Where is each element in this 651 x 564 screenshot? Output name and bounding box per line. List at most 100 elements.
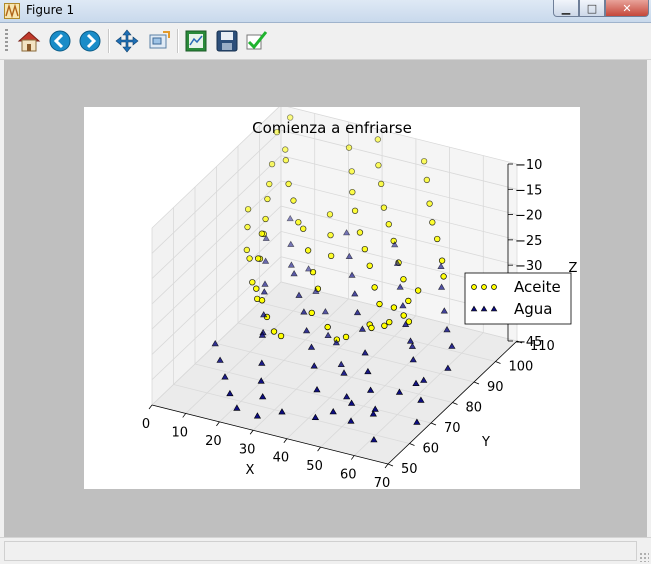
z-axis-label: Z xyxy=(569,261,578,276)
z-tick-label: −30 xyxy=(515,259,542,274)
y-tick-label: 80 xyxy=(466,401,483,416)
aceite-point xyxy=(258,230,265,237)
aceite-point xyxy=(244,223,251,231)
aceite-point xyxy=(438,257,446,264)
agua-point xyxy=(337,360,345,368)
agua-point xyxy=(261,280,269,287)
minimize-button[interactable]: ▁ xyxy=(553,0,579,17)
aceite-point xyxy=(244,206,252,213)
aceite-point xyxy=(266,180,273,188)
x-tick xyxy=(384,463,389,469)
aceite-point xyxy=(273,128,281,136)
close-button[interactable]: ✕ xyxy=(605,0,649,17)
back-button[interactable] xyxy=(47,28,73,54)
agua-point xyxy=(287,261,295,268)
agua-point xyxy=(448,342,456,349)
legend: Aceite Agua xyxy=(464,272,572,325)
y-tick xyxy=(387,463,394,467)
agua-point xyxy=(437,262,445,269)
aceite-point xyxy=(440,273,447,280)
agua-point xyxy=(345,252,353,259)
agua-point xyxy=(351,290,359,297)
aceite-point xyxy=(423,176,431,184)
pan-button[interactable] xyxy=(114,28,140,54)
x-tick xyxy=(182,413,187,418)
aceite-point xyxy=(386,318,393,326)
z-tick-label: −25 xyxy=(515,234,542,249)
x-tick-label: 10 xyxy=(171,425,188,440)
agua-point xyxy=(233,404,241,411)
aceite-point xyxy=(361,245,368,253)
aceite-point xyxy=(378,180,385,188)
x-tick-label: 60 xyxy=(340,468,357,483)
aceite-point xyxy=(351,207,359,214)
subplots-button[interactable] xyxy=(183,28,209,54)
legend-label: Agua xyxy=(514,300,552,318)
aceite-point xyxy=(405,297,412,305)
aceite-point xyxy=(287,114,294,121)
subplots-icon xyxy=(185,30,207,52)
agua-point xyxy=(261,257,270,264)
toolbar-grip[interactable] xyxy=(5,29,8,53)
aceite-point xyxy=(282,146,289,153)
toolbar-separator xyxy=(108,29,110,53)
z-tick-label: −20 xyxy=(515,209,542,224)
aceite-point xyxy=(308,309,315,317)
agua-point xyxy=(221,373,229,380)
legend-marker xyxy=(491,284,497,290)
aceite-point xyxy=(282,157,289,164)
z-gridline xyxy=(151,205,518,330)
aceite-point xyxy=(374,136,381,143)
agua-point xyxy=(257,377,265,384)
maximize-button[interactable]: □ xyxy=(579,0,605,17)
x-tick-label: 20 xyxy=(205,434,222,449)
y-tick xyxy=(516,340,523,344)
x-axis-label: X xyxy=(246,463,255,478)
edit-axes-button[interactable] xyxy=(244,28,270,54)
forward-button[interactable] xyxy=(77,28,103,54)
aceite-point xyxy=(426,200,433,207)
agua-point xyxy=(340,369,348,376)
x-tick xyxy=(283,438,288,443)
aceite-point xyxy=(420,158,428,165)
home-button[interactable] xyxy=(16,28,42,54)
z-gridline xyxy=(151,230,518,355)
aceite-point xyxy=(327,252,335,259)
app-icon xyxy=(4,3,20,19)
chart-figure[interactable]: 0102030405060705060708090100110−45−40−35… xyxy=(84,107,580,489)
back-icon xyxy=(49,30,71,52)
aceite-point xyxy=(415,287,422,294)
agua-point xyxy=(332,339,340,346)
legend-marker xyxy=(470,305,478,312)
aceite-point xyxy=(376,300,383,308)
agua-point xyxy=(226,389,234,397)
x-tick xyxy=(317,446,321,452)
aceite-point xyxy=(270,328,278,335)
y-tick xyxy=(473,381,480,385)
resize-grip[interactable] xyxy=(639,552,649,562)
agua-point xyxy=(440,307,448,314)
agua-point xyxy=(343,393,351,400)
aceite-point xyxy=(390,304,398,311)
x-tick-label: 30 xyxy=(239,442,256,457)
agua-point xyxy=(300,308,308,315)
aceite-point xyxy=(380,204,388,211)
save-button[interactable] xyxy=(214,28,240,54)
agua-point xyxy=(312,287,320,294)
agua-point xyxy=(366,386,375,393)
agua-point xyxy=(358,325,367,332)
close-icon: ✕ xyxy=(622,1,632,15)
minimize-icon: ▁ xyxy=(561,1,571,15)
aceite-point xyxy=(300,225,307,232)
pan-icon xyxy=(115,29,139,53)
z-gridline xyxy=(151,129,518,254)
x-tick xyxy=(350,455,355,460)
y-tick-label: 50 xyxy=(401,462,418,477)
y-tick xyxy=(409,443,415,446)
agua-point xyxy=(302,327,311,334)
x-tick xyxy=(148,404,153,410)
agua-point xyxy=(420,376,428,383)
zoom-button[interactable] xyxy=(146,28,172,54)
back-pane xyxy=(281,107,517,341)
y-tick-label: 60 xyxy=(423,442,440,457)
